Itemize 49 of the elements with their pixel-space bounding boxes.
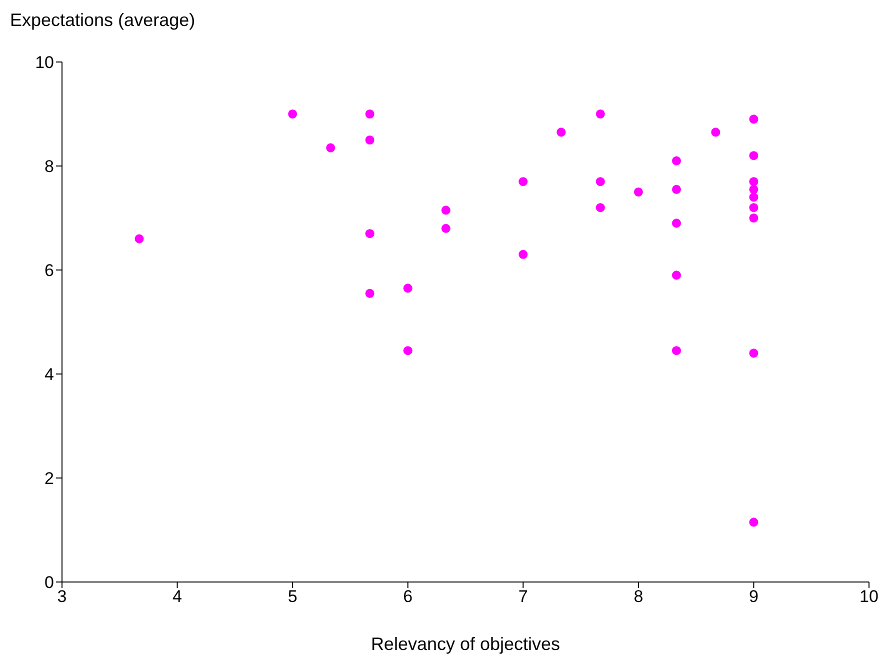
point [711,128,720,137]
point [596,203,605,212]
point [672,270,681,280]
y-tick-label: 10 [35,53,54,72]
point [749,114,758,124]
point [749,184,758,194]
point [596,177,605,186]
point [365,288,374,298]
x-tick-label: 6 [403,587,413,606]
x-tick-label: 7 [518,587,528,606]
point [749,348,758,358]
point [672,218,681,228]
point [403,284,412,293]
x-tick-label: 3 [57,587,67,606]
y-tick-label: 4 [44,365,54,384]
point [749,151,758,160]
point [518,250,528,259]
point [441,206,450,215]
point [749,518,758,527]
point [365,135,374,145]
point [672,184,681,194]
point [596,109,605,119]
point [634,187,643,197]
x-axis-title: Relevancy of objectives [370,634,560,654]
point [749,203,758,212]
point [556,128,566,137]
point [365,229,374,238]
point [672,156,681,166]
x-tick-label: 4 [172,587,182,606]
point [749,177,758,186]
y-tick-label: 8 [44,157,54,176]
point [672,346,681,356]
point [441,224,450,233]
y-tick-label: 2 [44,469,54,488]
point [134,234,144,244]
point [518,177,528,186]
point [365,109,374,119]
y-tick-label: 6 [44,261,54,280]
x-tick-label: 8 [634,587,644,606]
point [403,346,412,356]
y-tick-label: 0 [44,573,54,592]
point [288,109,298,119]
point [326,143,336,152]
y-axis-title: Expectations (average) [10,10,196,31]
point [749,192,758,202]
x-tick-label: 5 [288,587,298,606]
x-tick-label: 9 [748,587,758,606]
x-tick-label: 10 [860,587,878,606]
point [749,213,758,223]
